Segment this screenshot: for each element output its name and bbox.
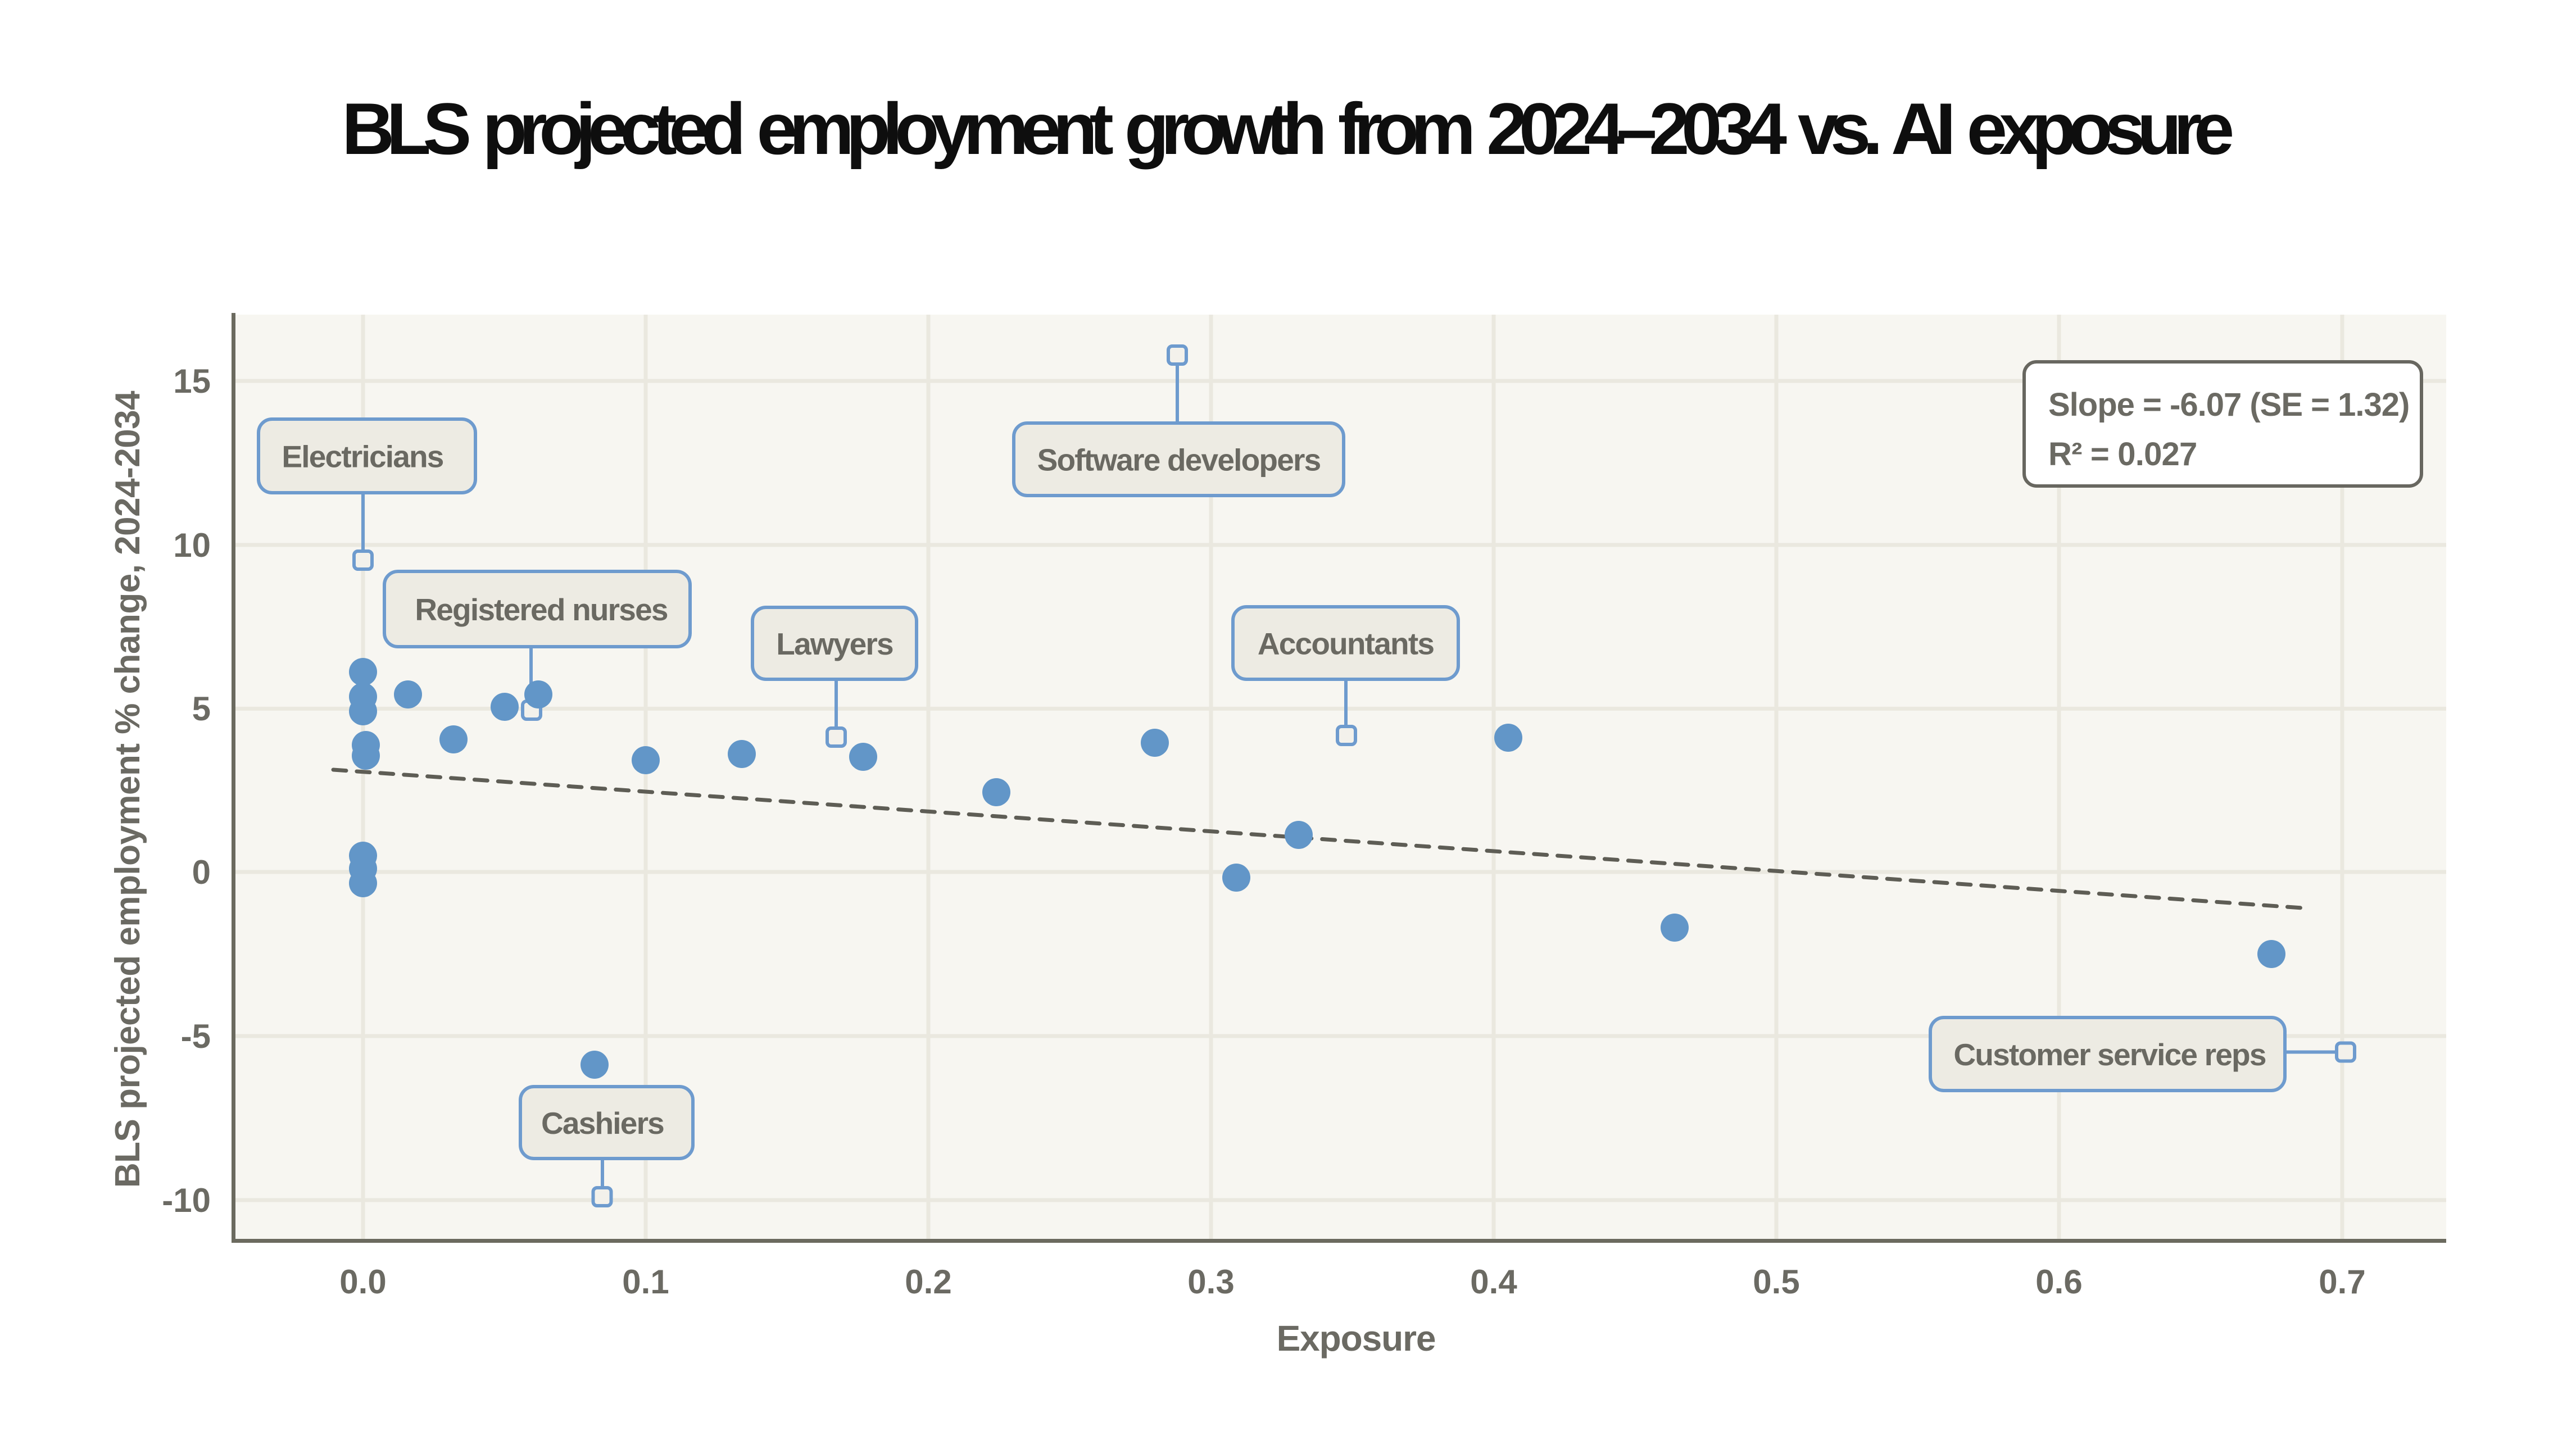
svg-text:Slope = -6.07 (SE = 1.32): Slope = -6.07 (SE = 1.32) [2048, 387, 2409, 423]
svg-text:0: 0 [192, 853, 211, 891]
svg-text:0.6: 0.6 [2035, 1263, 2082, 1301]
svg-text:0.2: 0.2 [905, 1263, 951, 1301]
svg-text:Electricians: Electricians [282, 439, 443, 474]
svg-text:BLS projected employment % cha: BLS projected employment % change, 2024-… [108, 390, 147, 1188]
svg-text:Software developers: Software developers [1037, 443, 1321, 478]
svg-text:0.1: 0.1 [622, 1263, 669, 1301]
svg-text:0.4: 0.4 [1470, 1263, 1517, 1301]
svg-text:5: 5 [192, 690, 211, 728]
svg-text:-5: -5 [181, 1018, 211, 1055]
svg-text:Customer service reps: Customer service reps [1953, 1037, 2265, 1072]
svg-text:-10: -10 [162, 1182, 211, 1219]
svg-text:Cashiers: Cashiers [541, 1106, 664, 1141]
svg-text:Registered nurses: Registered nurses [415, 592, 668, 627]
svg-text:0.5: 0.5 [1753, 1263, 1799, 1301]
svg-text:10: 10 [173, 526, 211, 564]
svg-text:Lawyers: Lawyers [776, 626, 893, 661]
svg-text:15: 15 [173, 362, 211, 400]
svg-text:0.3: 0.3 [1187, 1263, 1234, 1301]
svg-text:R² = 0.027: R² = 0.027 [2048, 436, 2197, 473]
svg-text:Exposure: Exposure [1277, 1318, 1436, 1359]
svg-text:0.7: 0.7 [2319, 1263, 2365, 1301]
svg-text:BLS projected employment growt: BLS projected employment growth from 202… [342, 88, 2232, 170]
svg-text:0.0: 0.0 [339, 1263, 386, 1301]
svg-text:Accountants: Accountants [1258, 626, 1434, 661]
